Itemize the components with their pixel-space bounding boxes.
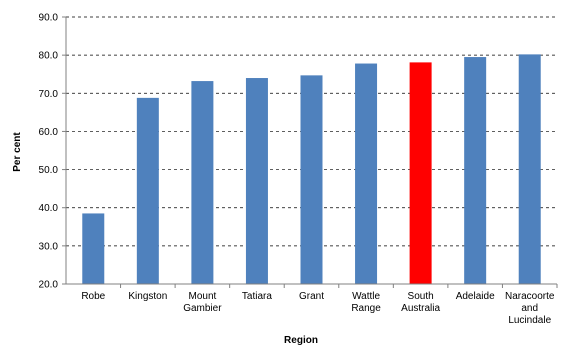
x-tick-labels: Robe Kingston Mount Gambier Tatiara Grant Watt… (81, 291, 555, 326)
y-tick-label: 20.0 (39, 280, 59, 291)
y-tick-label: 80.0 (39, 51, 59, 62)
y-tick-label: 40.0 (39, 203, 59, 214)
x-tick-label: Robe (81, 291, 105, 302)
bar (136, 97, 159, 284)
y-tick-labels: 20.0 30.0 40.0 50.0 60.0 70.0 80.0 90.0 (39, 13, 59, 291)
bar (518, 54, 541, 284)
axes (62, 16, 558, 288)
y-tick-label: 90.0 (39, 13, 59, 24)
x-tick-label: Mount Gambier (183, 291, 222, 314)
y-tick-label: 70.0 (39, 89, 59, 100)
x-tick-label: Naracoorte and Lucindale (505, 291, 555, 326)
x-tick-label: Wattle Range (351, 291, 381, 314)
y-tick-label: 50.0 (39, 165, 59, 176)
x-tick-label: Tatiara (242, 291, 272, 302)
x-tick-label: Grant (299, 291, 324, 302)
y-tick-label: 30.0 (39, 241, 59, 252)
x-tick-label: Adelaide (456, 291, 495, 302)
y-tick-label: 60.0 (39, 127, 59, 138)
bar (464, 57, 487, 284)
y-axis-title: Per cent (12, 132, 23, 172)
x-axis-title: Region (284, 335, 318, 346)
bar (191, 81, 214, 284)
bars (82, 54, 541, 285)
x-tick-label: South Australia (401, 291, 440, 314)
bar (300, 75, 323, 284)
bar (355, 63, 378, 284)
bar (409, 62, 432, 284)
bar (245, 78, 268, 285)
bar (82, 213, 105, 284)
x-tick-label: Kingston (128, 291, 167, 302)
